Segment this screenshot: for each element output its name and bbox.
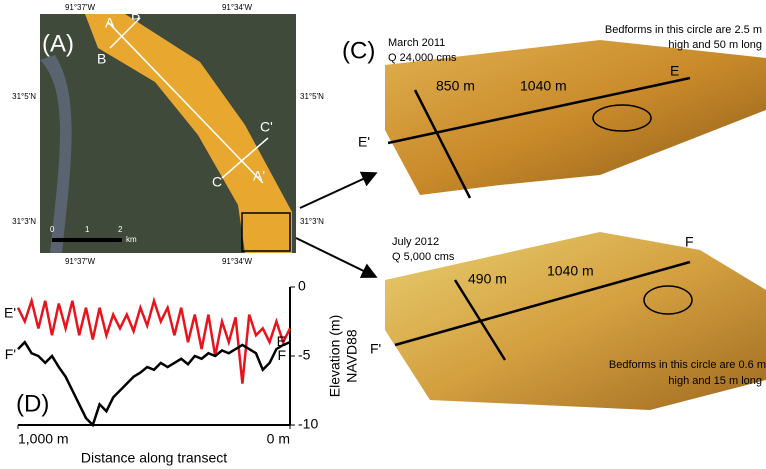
date: March 2011 (388, 37, 445, 49)
coord-label: 31°5'N (300, 92, 324, 101)
series-label: F' (5, 346, 16, 362)
end-label: F' (370, 341, 381, 357)
point-label: C' (260, 119, 273, 135)
coord-label: 91°37'W (65, 257, 96, 266)
y-axis-label: NAVD88 (344, 329, 360, 383)
distance: 490 m (468, 271, 507, 287)
distance: 1040 m (547, 263, 594, 279)
scale-label: km (126, 235, 137, 244)
point-label: B' (131, 7, 143, 23)
end-label: E' (358, 134, 370, 150)
note: Bedforms in this circle are 2.5 m (605, 24, 762, 36)
arrow (300, 174, 374, 208)
discharge: Q 24,000 cms (388, 52, 457, 64)
scale-label: 1 (85, 225, 90, 234)
point-label: C (212, 174, 222, 190)
x-tick-label: 1,000 m (18, 431, 69, 447)
y-tick-label: -5 (298, 347, 311, 363)
x-tick-label: 0 m (267, 431, 290, 447)
coord-label: 91°34'W (222, 3, 253, 12)
panel-a: (A) A B' B C' C A' 0 1 2 km 91°37'W 91°3… (12, 3, 324, 266)
y-axis-label: Elevation (m) (327, 315, 343, 397)
scale-label: 0 (50, 225, 55, 234)
series-label: E' (4, 304, 16, 320)
coord-label: 91°37'W (65, 3, 96, 12)
scale-label: 2 (118, 225, 123, 234)
end-label: F (685, 234, 694, 250)
series-line (18, 342, 290, 425)
figure: (A) A B' B C' C A' 0 1 2 km 91°37'W 91°3… (0, 0, 766, 469)
note: Bedforms in this circle are 0.6 m (609, 359, 766, 371)
arrow (296, 238, 374, 276)
panel-d: (D) Distance along transect Elevation (m… (4, 278, 360, 466)
coord-label: 31°5'N (12, 92, 36, 101)
distance: 1040 m (520, 78, 567, 94)
panel-label: (A) (42, 30, 74, 57)
distance: 850 m (436, 78, 475, 94)
point-label: B (97, 51, 106, 67)
date: July 2012 (392, 236, 439, 248)
point-label: A' (253, 168, 265, 184)
y-tick-label: 0 (298, 278, 306, 294)
x-axis-label: Distance along transect (81, 450, 227, 466)
panel-c: (C) March 2011 Q 24,000 cms 850 m 1040 m… (342, 24, 766, 410)
coord-label: 31°3'N (12, 217, 36, 226)
y-tick-label: -10 (298, 416, 318, 432)
coord-label: 31°3'N (300, 217, 324, 226)
series-end-label: F (277, 347, 286, 363)
end-label: E (670, 63, 679, 79)
series-line (18, 301, 290, 384)
coord-label: 91°34'W (222, 257, 253, 266)
point-label: A (105, 15, 115, 31)
note: high and 15 m long (668, 375, 762, 387)
panel-label: (C) (342, 37, 375, 64)
discharge: Q 5,000 cms (392, 251, 455, 263)
panel-label: (D) (16, 390, 49, 417)
scale-bar (52, 238, 122, 242)
note: high and 50 m long (668, 39, 762, 51)
